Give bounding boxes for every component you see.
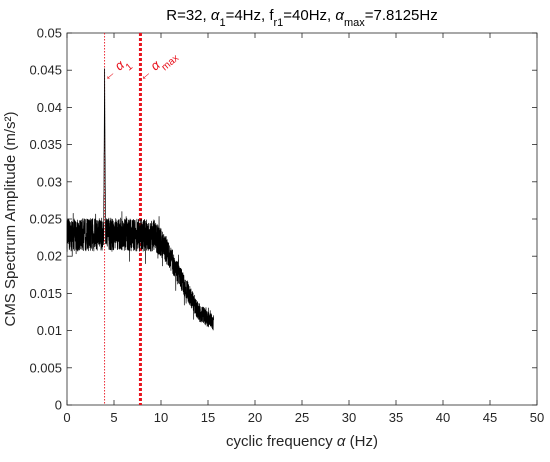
x-tick-label: 5 bbox=[110, 410, 117, 425]
chart-title-text: R=32, α1=4Hz, fr1=40Hz, αmax=7.8125Hz bbox=[166, 7, 437, 29]
x-tick-label: 35 bbox=[389, 410, 403, 425]
y-tick-label: 0.005 bbox=[29, 360, 62, 375]
y-tick-label: 0.02 bbox=[37, 249, 62, 264]
spectrum-line bbox=[66, 68, 214, 331]
series-spectrum bbox=[66, 68, 214, 331]
x-tick-label: 50 bbox=[530, 410, 544, 425]
y-tick-label: 0.035 bbox=[29, 137, 62, 152]
x-tick-label: 15 bbox=[201, 410, 215, 425]
x-tick-label: 40 bbox=[436, 410, 450, 425]
y-tick-label: 0.03 bbox=[37, 174, 62, 189]
x-tick-label: 45 bbox=[483, 410, 497, 425]
x-tick-label: 25 bbox=[295, 410, 309, 425]
x-tick-label: 0 bbox=[63, 410, 70, 425]
y-tick-label: 0.01 bbox=[37, 323, 62, 338]
reference-lines bbox=[104, 33, 142, 405]
x-axis-ticks: 0 5 10 15 20 25 30 35 40 45 50 bbox=[63, 33, 544, 425]
x-tick-label: 20 bbox=[248, 410, 262, 425]
y-axis-label: CMS Spectrum Amplitude (m/s²) bbox=[2, 111, 19, 326]
x-axis-label: cyclic frequency α (Hz) bbox=[226, 433, 378, 450]
x-axis-label-text: cyclic frequency α (Hz) bbox=[226, 433, 378, 450]
y-tick-label: 0.05 bbox=[37, 26, 62, 41]
y-tick-label: 0.04 bbox=[37, 100, 62, 115]
x-tick-label: 30 bbox=[342, 410, 356, 425]
y-tick-label: 0.025 bbox=[29, 212, 62, 227]
y-tick-label: 0 bbox=[55, 398, 62, 413]
chart-title: R=32, α1=4Hz, fr1=40Hz, αmax=7.8125Hz bbox=[166, 7, 437, 29]
y-tick-label: 0.045 bbox=[29, 63, 62, 78]
x-tick-label: 10 bbox=[154, 410, 168, 425]
y-tick-label: 0.015 bbox=[29, 286, 62, 301]
y-axis-ticks: 0 0.005 0.01 0.015 0.02 0.025 0.03 0.035 0.04 0.0… bbox=[29, 26, 537, 413]
